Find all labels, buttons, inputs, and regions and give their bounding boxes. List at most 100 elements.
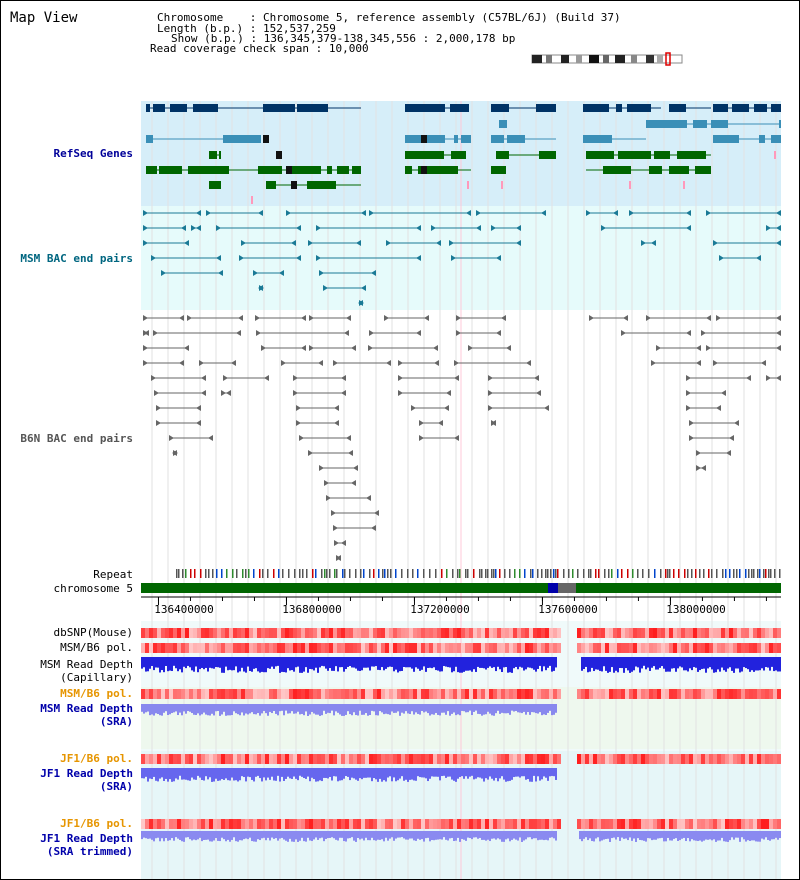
depth-bar: [261, 831, 263, 839]
depth-bar: [453, 831, 455, 842]
depth-bar: [147, 831, 149, 839]
heat-cell: [629, 643, 633, 653]
depth-bar: [311, 831, 313, 842]
heat-cell: [333, 628, 337, 638]
depth-bar: [301, 831, 303, 838]
heat-cell: [221, 754, 225, 764]
track-label-dbsnp[interactable]: dbSNP(Mouse): [53, 626, 133, 639]
depth-bar: [381, 831, 383, 840]
track-label-msm-b6-pol[interactable]: MSM/B6 pol.: [60, 641, 133, 654]
depth-bar: [385, 768, 387, 782]
depth-bar: [509, 831, 511, 842]
heat-cell: [413, 689, 417, 699]
heat-cell: [509, 643, 513, 653]
depth-bar: [261, 704, 263, 714]
heat-cell: [309, 819, 313, 829]
track-label-jf1-depth-trimmed[interactable]: JF1 Read Depth (SRA trimmed): [40, 832, 133, 858]
track-label-msm-b6-pol-sra[interactable]: MSM/B6 pol.: [60, 687, 133, 700]
depth-bar: [701, 831, 703, 842]
heat-cell: [289, 643, 293, 653]
repeat-mark: [373, 569, 375, 578]
bac-end: [144, 330, 149, 336]
heat-cell: [481, 643, 485, 653]
heat-cell: [149, 754, 153, 764]
depth-bar: [253, 657, 255, 669]
depth-bar: [263, 768, 265, 778]
repeat-mark: [226, 569, 228, 578]
depth-bar: [645, 657, 647, 670]
track-label-jf1-b6-pol[interactable]: JF1/B6 pol.: [60, 752, 133, 765]
repeat-mark: [395, 569, 397, 578]
heat-cell: [217, 689, 221, 699]
depth-bar: [205, 831, 207, 840]
depth-bar: [155, 657, 157, 668]
depth-bar: [453, 704, 455, 713]
gene-exon: [405, 104, 445, 112]
heat-cell: [169, 643, 173, 653]
heat-cell: [753, 754, 757, 764]
depth-bar: [481, 831, 483, 840]
track-label-jf1-b6-pol-trimmed[interactable]: JF1/B6 pol.: [60, 817, 133, 830]
depth-bar: [693, 657, 695, 668]
depth-bar: [247, 704, 249, 715]
depth-bar: [539, 831, 541, 840]
track-label-repeat[interactable]: Repeat: [93, 568, 133, 581]
depth-bar: [463, 657, 465, 672]
depth-bar: [401, 657, 403, 671]
depth-bar: [491, 831, 493, 839]
bac-end: [419, 435, 424, 441]
bac-end: [156, 405, 161, 411]
track-label-msm-depth-sra[interactable]: MSM Read Depth (SRA): [40, 702, 133, 728]
heat-cell: [649, 689, 653, 699]
depth-bar: [263, 831, 265, 838]
bac-end: [686, 330, 691, 336]
heat-cell: [141, 689, 145, 699]
depth-bar: [243, 704, 245, 716]
repeat-mark: [315, 569, 317, 578]
depth-bar: [217, 831, 219, 841]
track-label-msm-bac[interactable]: MSM BAC end pairs: [20, 252, 133, 265]
heat-cell: [665, 754, 669, 764]
depth-bar: [495, 704, 497, 714]
depth-bar: [483, 704, 485, 715]
repeat-mark: [288, 569, 290, 578]
track-label-jf1-depth-sra[interactable]: JF1 Read Depth (SRA): [40, 767, 133, 793]
track-label-chromosome[interactable]: chromosome 5: [53, 582, 133, 595]
heat-cell: [185, 628, 189, 638]
heat-cell: [749, 628, 753, 638]
ideogram-band: [561, 55, 569, 63]
bac-end: [696, 450, 701, 456]
depth-bar: [655, 831, 657, 840]
depth-bar: [191, 704, 193, 714]
heat-cell: [709, 819, 713, 829]
depth-bar: [513, 657, 515, 669]
depth-bar: [365, 657, 367, 668]
track-label-refseq[interactable]: RefSeq Genes: [53, 147, 133, 160]
depth-bar: [537, 831, 539, 841]
track-label-b6n-bac[interactable]: B6N BAC end pairs: [20, 432, 133, 445]
heat-cell: [217, 819, 221, 829]
heat-cell: [385, 628, 389, 638]
track-label-msm-depth-capillary[interactable]: MSM Read Depth (Capillary): [40, 658, 133, 684]
bac-end: [253, 270, 258, 276]
depth-bar: [533, 657, 535, 670]
heat-cell: [269, 643, 273, 653]
heat-cell: [717, 754, 721, 764]
depth-bar: [667, 831, 669, 838]
bac-end: [436, 240, 441, 246]
heat-cell: [289, 628, 293, 638]
heat-cell: [453, 643, 457, 653]
gene-exon: [337, 166, 349, 174]
depth-bar: [553, 657, 555, 671]
heat-cell: [529, 689, 533, 699]
heat-cell: [229, 754, 233, 764]
heat-cell: [277, 819, 281, 829]
depth-bar: [779, 831, 781, 839]
depth-bar: [283, 831, 285, 840]
depth-bar: [349, 704, 351, 715]
depth-bar: [669, 657, 671, 672]
heat-cell: [353, 689, 357, 699]
bac-end: [309, 315, 314, 321]
depth-bar: [169, 657, 171, 671]
